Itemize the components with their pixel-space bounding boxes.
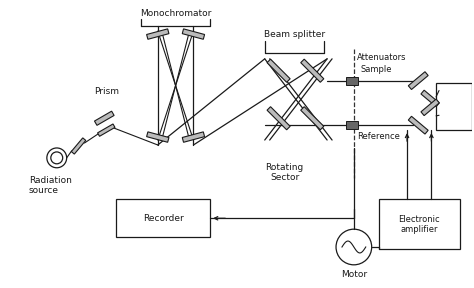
Polygon shape	[267, 107, 290, 130]
Text: Monochromator: Monochromator	[140, 9, 211, 18]
Polygon shape	[408, 72, 428, 90]
Polygon shape	[421, 99, 439, 115]
Polygon shape	[421, 90, 439, 107]
Polygon shape	[301, 107, 324, 130]
Polygon shape	[301, 59, 324, 82]
Polygon shape	[182, 29, 205, 39]
Polygon shape	[267, 59, 290, 82]
Text: Beam splitter: Beam splitter	[264, 30, 325, 39]
Polygon shape	[71, 138, 86, 154]
Text: Recorder: Recorder	[143, 214, 183, 223]
Text: Radiation
source: Radiation source	[29, 176, 72, 195]
Polygon shape	[98, 124, 115, 136]
Text: Reference: Reference	[357, 132, 400, 141]
Polygon shape	[146, 132, 169, 142]
Text: Electronic
amplifier: Electronic amplifier	[399, 215, 440, 234]
Polygon shape	[94, 111, 114, 125]
Bar	[346, 77, 358, 85]
Text: Prism: Prism	[94, 88, 119, 96]
Text: Attenuators: Attenuators	[357, 53, 406, 62]
Text: Motor: Motor	[341, 270, 367, 279]
Bar	[116, 200, 210, 237]
Text: Rotating
Sector: Rotating Sector	[265, 163, 304, 182]
Text: Sample: Sample	[361, 65, 392, 74]
Polygon shape	[182, 132, 205, 142]
Polygon shape	[408, 116, 428, 134]
Bar	[436, 83, 472, 130]
Polygon shape	[146, 29, 169, 39]
Bar	[379, 200, 460, 249]
Bar	[346, 121, 358, 129]
